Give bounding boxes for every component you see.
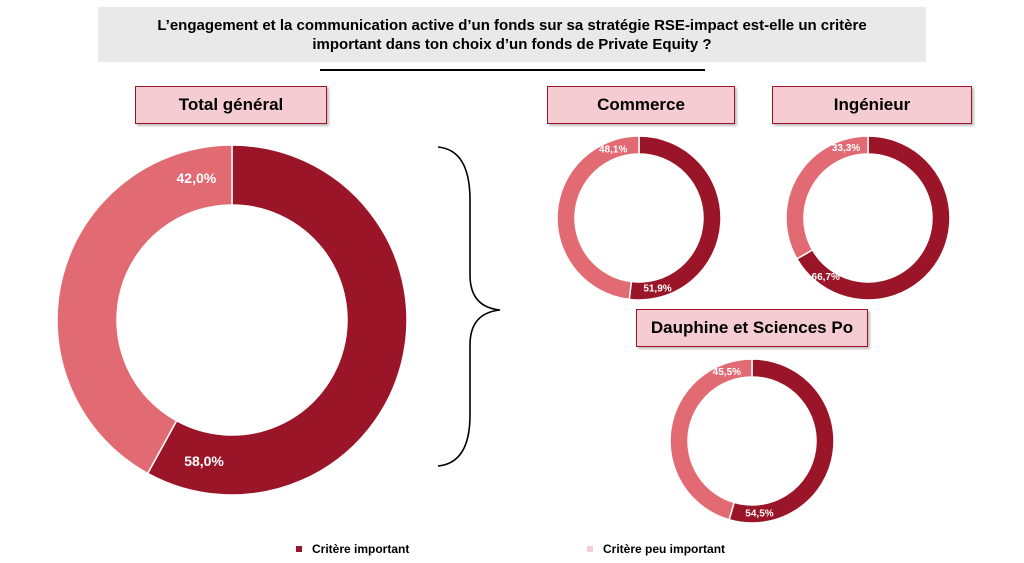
data-label-dauphine-sciences-po-important: 54,5%: [745, 508, 773, 519]
slice-total-general-peu-important: [56, 144, 233, 475]
slice-dauphine-sciences-po-peu-important: [669, 358, 753, 521]
legend-label-peu-important: Critère peu important: [603, 542, 726, 556]
legend-item-peu-important: Critère peu important: [587, 542, 725, 556]
slice-commerce-important: [628, 135, 722, 301]
grouping-brace: [437, 146, 501, 467]
legend-item-important: Critère important: [296, 542, 409, 556]
data-label-total-general-important: 58,0%: [184, 453, 224, 469]
title-underline: [320, 69, 705, 71]
data-label-commerce-important: 51,9%: [643, 283, 671, 294]
slice-ingenieur-peu-important: [785, 135, 869, 260]
label-ingenieur: Ingénieur: [772, 86, 972, 124]
legend-label-important: Critère important: [312, 542, 410, 556]
donut-group: 58,0% 42,0% 51,9% 48,1% 66,7% 33,3% 54,5% 45,5%: [56, 135, 951, 524]
label-total-general: Total général: [135, 86, 327, 124]
data-label-total-general-peu-important: 42,0%: [177, 170, 217, 186]
legend-swatch-peu-important: [587, 546, 593, 552]
slice-ingenieur-important: [795, 135, 951, 301]
slice-total-general-important: [146, 144, 408, 496]
label-dauphine-sciences-po: Dauphine et Sciences Po: [636, 309, 868, 347]
question-title-line-2: important dans ton choix d’un fonds de P…: [312, 35, 712, 53]
legend-swatch-important: [296, 546, 302, 552]
question-title: L’engagement et la communication active …: [98, 7, 926, 62]
slice-commerce-peu-important: [556, 135, 640, 301]
data-label-ingenieur-important: 66,7%: [812, 272, 840, 283]
data-label-dauphine-sciences-po-peu-important: 45,5%: [713, 367, 741, 378]
label-commerce: Commerce: [547, 86, 735, 124]
question-title-line-1: L’engagement et la communication active …: [157, 16, 867, 34]
data-label-commerce-peu-important: 48,1%: [599, 144, 627, 155]
data-label-ingenieur-peu-important: 33,3%: [832, 143, 860, 154]
slice-dauphine-sciences-po-important: [728, 358, 835, 524]
